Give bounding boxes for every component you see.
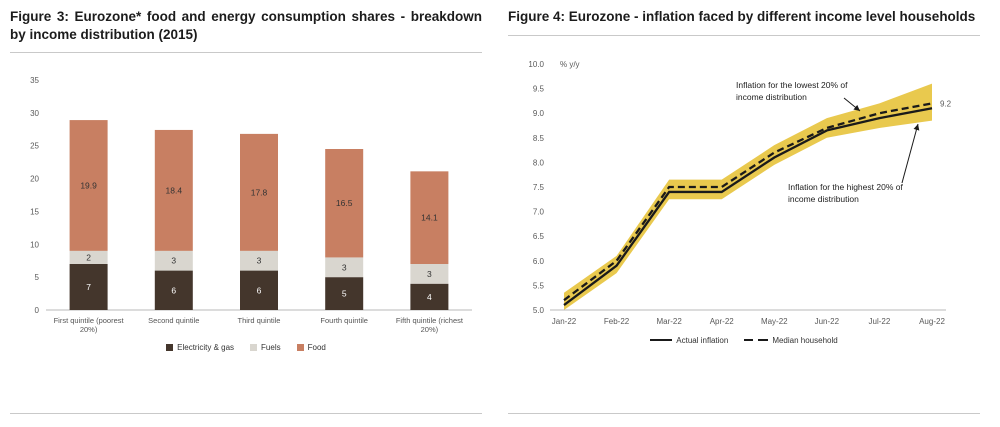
svg-text:20%): 20%)	[80, 325, 98, 334]
svg-text:Feb-22: Feb-22	[604, 317, 630, 326]
inflation-range-band	[564, 83, 932, 310]
svg-text:7.0: 7.0	[533, 207, 545, 216]
svg-text:6: 6	[257, 285, 262, 295]
figure3-panel: Figure 3: Eurozone* food and energy cons…	[10, 8, 482, 414]
svg-text:6: 6	[171, 285, 176, 295]
end-value-label: 9.2	[940, 99, 952, 108]
svg-text:0: 0	[35, 306, 40, 315]
svg-text:9.5: 9.5	[533, 84, 545, 93]
figure4-panel: Figure 4: Eurozone - inflation faced by …	[508, 8, 980, 414]
bar-segment	[154, 270, 193, 311]
svg-text:Apr-22: Apr-22	[710, 317, 735, 326]
bar-segment	[240, 133, 278, 251]
legend-label-fuels: Fuels	[261, 343, 281, 353]
svg-text:Third quintile: Third quintile	[238, 316, 281, 325]
bar-segment	[325, 257, 364, 278]
svg-text:7: 7	[86, 282, 91, 292]
svg-text:First quintile (poorest: First quintile (poorest	[54, 316, 125, 325]
figure3-chart-area: 0 5 10 15 20 25 30 35 7 2 19.9 First quintile (poor…	[10, 52, 482, 414]
legend-label-food: Food	[307, 343, 326, 353]
svg-text:5: 5	[35, 273, 40, 282]
bar-segment	[69, 264, 108, 311]
svg-text:5.0: 5.0	[533, 306, 545, 315]
svg-text:9.0: 9.0	[533, 109, 545, 118]
actual-inflation-line	[563, 106, 933, 306]
figure3-legend: Electricity & gas Fuels Food	[10, 343, 482, 352]
report-figures-page: Figure 3: Eurozone* food and energy cons…	[10, 8, 980, 414]
svg-text:Aug-22: Aug-22	[919, 317, 945, 326]
svg-text:4: 4	[427, 292, 432, 302]
legend-label-median-household: Median household	[772, 335, 838, 345]
svg-text:17.8: 17.8	[251, 187, 268, 197]
bar-segment	[325, 277, 364, 311]
svg-text:5: 5	[342, 289, 347, 299]
median-household-line	[563, 101, 933, 301]
bar-segment	[154, 130, 193, 251]
svg-text:3: 3	[171, 256, 176, 266]
bar-segment	[325, 149, 364, 258]
svg-text:18.4: 18.4	[166, 185, 183, 195]
legend-item-electricity-gas: Electricity & gas	[166, 343, 234, 352]
svg-text:Mar-22: Mar-22	[656, 317, 682, 326]
legend-item-food: Food	[296, 343, 326, 353]
legend-label-actual-inflation: Actual inflation	[676, 335, 729, 345]
svg-text:Jul-22: Jul-22	[869, 317, 891, 326]
annotation-arrow	[843, 97, 861, 111]
svg-text:Jun-22: Jun-22	[815, 317, 840, 326]
svg-text:8.5: 8.5	[533, 133, 545, 142]
svg-text:30: 30	[30, 109, 39, 118]
figure4-title: Figure 4: Eurozone - inflation faced by …	[508, 9, 976, 24]
svg-text:20%): 20%)	[421, 325, 439, 334]
svg-text:14.1: 14.1	[421, 213, 438, 223]
svg-text:10: 10	[30, 240, 39, 249]
bar-segment	[240, 270, 278, 311]
annotation-text: Inflation for the highest 20% of income d…	[788, 182, 903, 204]
fig4-chart: 5.0 5.5 6.0 6.5 7.0 7.5 8.0 8.5 9.0 9.5 10.0 % y/y J…	[528, 60, 952, 326]
svg-text:6.0: 6.0	[533, 256, 545, 265]
actual-inflation-line-sample	[650, 338, 673, 342]
svg-text:Fourth quintile: Fourth quintile	[320, 316, 368, 325]
svg-text:2: 2	[86, 253, 91, 263]
svg-text:19.9: 19.9	[80, 181, 97, 191]
svg-text:Fifth quintile (richest: Fifth quintile (richest	[396, 316, 464, 325]
annotation-text: Inflation for the lowest 20% of income di…	[736, 80, 848, 102]
svg-text:7.5: 7.5	[533, 183, 545, 192]
figure4-legend: Actual inflation Median household	[508, 336, 980, 345]
svg-text:5.5: 5.5	[533, 281, 545, 290]
svg-text:10.0: 10.0	[528, 60, 544, 69]
svg-text:16.5: 16.5	[336, 198, 353, 208]
legend-item-fuels: Fuels	[250, 343, 281, 352]
bar-segment	[69, 120, 108, 251]
svg-text:25: 25	[30, 142, 39, 151]
bar-segment	[410, 171, 449, 265]
fuels-swatch	[250, 344, 258, 352]
figure4-chart-area: 5.0 5.5 6.0 6.5 7.0 7.5 8.0 8.5 9.0 9.5 10.0 % y/y J…	[508, 34, 980, 414]
legend-item-actual-inflation: Actual inflation	[650, 336, 728, 345]
svg-text:8.0: 8.0	[533, 158, 545, 167]
svg-text:3: 3	[427, 269, 432, 279]
bar-segment	[410, 283, 449, 311]
svg-text:Jan-22: Jan-22	[552, 317, 577, 326]
svg-text:35: 35	[30, 76, 39, 85]
legend-label-electricity-gas: Electricity & gas	[177, 343, 235, 353]
annotation-arrow	[901, 123, 920, 183]
bar-segment	[410, 264, 449, 284]
svg-text:6.5: 6.5	[533, 232, 545, 241]
bar-segment	[240, 250, 278, 271]
bar-segment	[69, 250, 108, 265]
svg-text:Second quintile: Second quintile	[148, 316, 199, 325]
electricity-gas-swatch	[166, 344, 174, 352]
svg-text:15: 15	[30, 208, 39, 217]
median-household-line-sample	[744, 338, 769, 342]
figure3-title: Figure 3: Eurozone* food and energy cons…	[10, 9, 482, 42]
svg-text:20: 20	[30, 175, 39, 184]
svg-text:% y/y: % y/y	[560, 60, 580, 69]
legend-item-median-household: Median household	[744, 335, 838, 345]
svg-text:May-22: May-22	[761, 317, 788, 326]
svg-text:3: 3	[257, 256, 262, 266]
bar-segment	[154, 250, 193, 271]
food-swatch	[296, 344, 304, 352]
svg-text:3: 3	[342, 262, 347, 272]
